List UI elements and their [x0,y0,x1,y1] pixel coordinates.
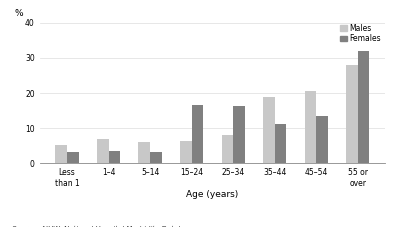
Y-axis label: %: % [15,10,23,18]
Bar [304,91,316,163]
Bar [56,145,67,163]
Bar [358,51,369,163]
Bar [222,135,233,163]
Bar [346,65,358,163]
Bar [192,105,203,163]
Bar [150,152,162,163]
Bar [180,141,192,163]
Bar [275,124,286,163]
Bar [108,151,120,163]
Bar [263,96,275,163]
Text: Source: AIHW, National Hospital Morbidity Database: Source: AIHW, National Hospital Morbidit… [12,225,195,227]
X-axis label: Age (years): Age (years) [186,190,239,200]
Legend: Males, Females: Males, Females [341,24,381,43]
Bar [316,116,328,163]
Bar [233,106,245,163]
Bar [139,142,150,163]
Bar [67,152,79,163]
Bar [97,139,108,163]
